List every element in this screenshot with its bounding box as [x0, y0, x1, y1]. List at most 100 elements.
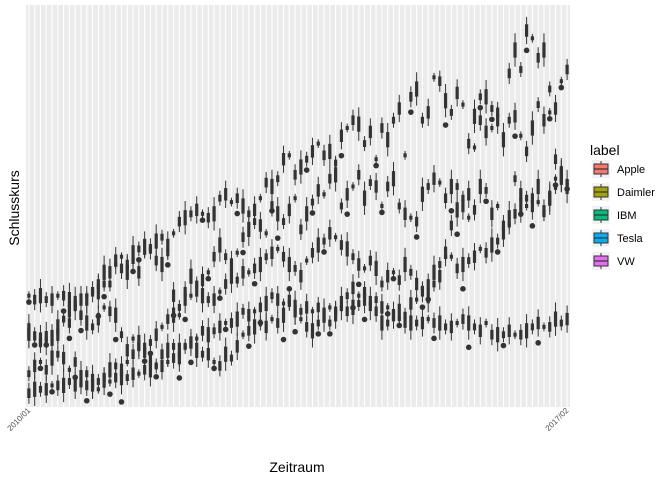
box-body	[420, 316, 425, 330]
box-body	[166, 238, 170, 252]
box-body	[310, 309, 315, 314]
box-body	[276, 293, 280, 306]
box-body	[368, 255, 372, 266]
box-body	[472, 250, 477, 263]
box-body	[322, 150, 326, 161]
box-body	[56, 319, 60, 335]
box-body	[264, 177, 268, 188]
box-body	[548, 110, 552, 115]
box-body	[229, 354, 234, 362]
box-body	[160, 359, 164, 373]
box-body	[235, 340, 239, 353]
box-body	[519, 198, 523, 214]
box-body	[200, 288, 205, 304]
box-body	[62, 290, 66, 301]
box-body	[258, 302, 262, 313]
box-body	[27, 388, 31, 398]
box-body	[183, 210, 187, 226]
box-body	[513, 175, 517, 183]
box-body	[270, 178, 274, 195]
box-body	[125, 374, 129, 381]
box-outlier	[83, 397, 90, 404]
box-outlier	[211, 365, 217, 372]
box-body	[565, 180, 569, 185]
box-body	[114, 362, 118, 370]
box-body	[166, 314, 170, 324]
box-body	[131, 336, 135, 341]
box-body	[334, 309, 338, 322]
box-body	[299, 270, 303, 283]
box-body	[455, 86, 459, 100]
box-outlier	[60, 308, 67, 314]
box-outlier	[309, 210, 316, 216]
box-outlier	[49, 389, 55, 395]
box-body	[472, 205, 477, 215]
box-body	[310, 323, 315, 339]
box-body	[553, 154, 558, 164]
box-outlier	[240, 249, 246, 256]
box-body	[281, 307, 286, 323]
box-body	[357, 170, 361, 180]
box-body	[374, 157, 378, 162]
box-outlier	[408, 109, 414, 115]
box-body	[224, 321, 228, 325]
box-body	[229, 200, 234, 205]
box-body	[252, 319, 257, 335]
box-body	[148, 362, 153, 378]
box-body	[171, 307, 176, 323]
legend-item-apple: Apple	[592, 160, 645, 178]
box-body	[496, 237, 500, 245]
box-outlier	[43, 342, 50, 348]
box-body	[420, 186, 425, 202]
box-body	[443, 246, 448, 259]
box-body	[229, 268, 234, 284]
box-body	[461, 102, 465, 107]
box-body	[119, 370, 124, 386]
box-body	[386, 270, 390, 283]
box-outlier	[176, 375, 183, 381]
box-body	[345, 241, 349, 257]
box-body	[530, 323, 534, 331]
legend-item-tesla: Tesla	[592, 229, 644, 247]
box-body	[478, 93, 482, 101]
series-tesla	[27, 285, 569, 407]
box-body	[397, 202, 401, 210]
box-body	[195, 342, 199, 358]
box-body	[351, 299, 355, 315]
box-body	[195, 336, 199, 341]
box-body	[160, 324, 164, 329]
box-body	[218, 361, 222, 371]
box-body	[241, 232, 245, 242]
box-body	[90, 289, 95, 294]
box-outlier	[251, 280, 258, 287]
legend-label: VW	[617, 256, 635, 268]
box-body	[322, 237, 326, 245]
box-body	[368, 301, 372, 306]
box-body	[114, 372, 118, 383]
box-body	[212, 206, 216, 222]
box-body	[501, 227, 506, 240]
box-body	[391, 270, 396, 275]
box-outlier	[379, 209, 385, 216]
box-body	[235, 193, 239, 203]
box-body	[542, 42, 546, 58]
box-body	[455, 183, 459, 190]
box-body	[374, 260, 378, 276]
box-body	[247, 221, 251, 237]
box-outlier	[390, 275, 397, 282]
box-outlier	[483, 198, 489, 205]
box-body	[386, 132, 390, 148]
box-body	[415, 319, 419, 327]
box-body	[328, 143, 332, 159]
box-body	[542, 205, 546, 215]
box-body	[530, 120, 534, 136]
box-body	[496, 114, 500, 127]
box-body	[218, 320, 222, 334]
box-body	[548, 322, 552, 332]
box-body	[264, 295, 268, 312]
box-body	[334, 167, 338, 183]
box-outlier	[257, 319, 264, 326]
box-body	[137, 371, 141, 376]
box-body	[102, 375, 106, 388]
box-outlier	[327, 331, 333, 337]
